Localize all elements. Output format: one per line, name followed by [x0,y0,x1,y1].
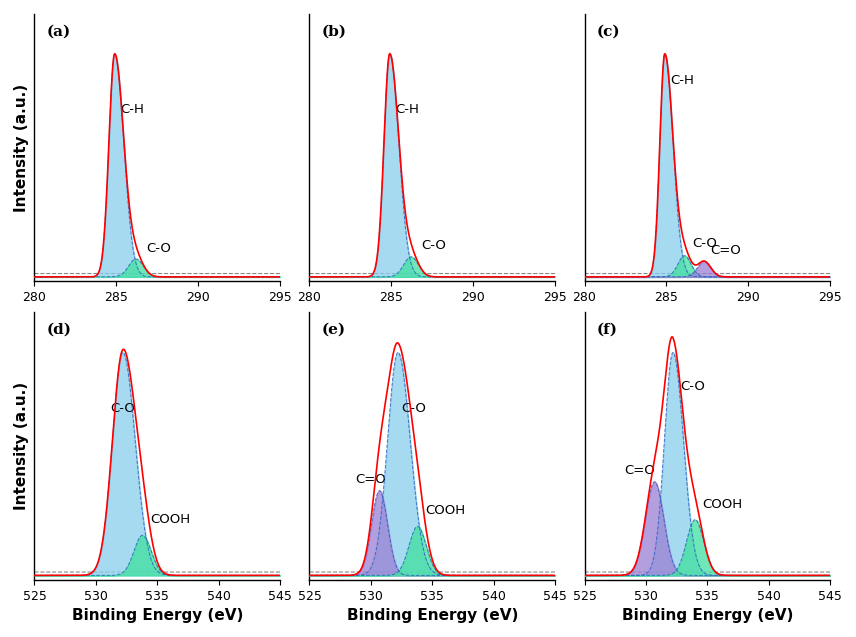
Text: (e): (e) [322,323,346,337]
Y-axis label: Intensity (a.u.): Intensity (a.u.) [14,382,29,510]
X-axis label: Binding Energy (eV): Binding Energy (eV) [72,608,243,623]
Text: C-O: C-O [421,240,446,252]
Text: (d): (d) [47,323,72,337]
Text: (a): (a) [47,25,71,39]
Text: C-H: C-H [395,103,419,117]
Text: C-O: C-O [693,237,717,250]
Text: C=O: C=O [355,473,386,486]
Text: (b): (b) [322,25,347,39]
Text: C-O: C-O [401,402,426,415]
Text: C-H: C-H [121,103,145,117]
Text: C-O: C-O [681,380,705,392]
Y-axis label: Intensity (a.u.): Intensity (a.u.) [14,83,29,211]
Text: C-O: C-O [146,241,170,255]
Text: C=O: C=O [624,464,655,477]
X-axis label: Binding Energy (eV): Binding Energy (eV) [621,608,793,623]
X-axis label: Binding Energy (eV): Binding Energy (eV) [347,608,518,623]
Text: (c): (c) [597,25,621,39]
Text: C=O: C=O [710,244,741,257]
Text: C-H: C-H [670,75,694,87]
Text: COOH: COOH [425,505,465,517]
Text: COOH: COOH [150,513,190,526]
Text: COOH: COOH [703,497,742,511]
Text: (f): (f) [597,323,618,337]
Text: C-O: C-O [110,402,135,415]
